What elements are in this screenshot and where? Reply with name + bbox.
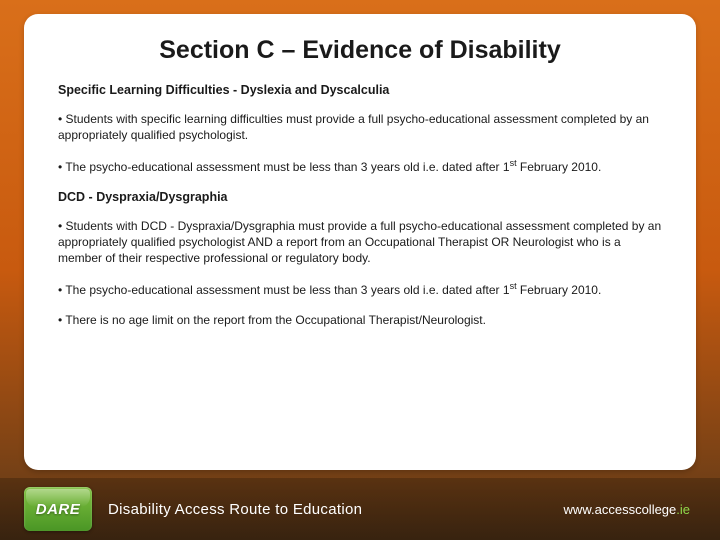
bullet-dcd-3: • There is no age limit on the report fr… <box>58 312 662 328</box>
tagline: Disability Access Route to Education <box>108 501 362 518</box>
sup-st-2: st <box>510 281 517 291</box>
bullet-dcd-1: • Students with DCD - Dyspraxia/Dysgraph… <box>58 218 662 267</box>
footer-bar: DARE Disability Access Route to Educatio… <box>0 478 720 540</box>
subheading-dcd: DCD - Dyspraxia/Dysgraphia <box>58 190 662 204</box>
url-suffix: .ie <box>676 502 690 517</box>
bullet-dcd-2b: February 2010. <box>517 283 602 297</box>
bullet-sld-2a: • The psycho-educational assessment must… <box>58 160 510 174</box>
url-prefix: www. <box>564 502 595 517</box>
footer-url: www.accesscollege.ie <box>564 502 690 517</box>
sup-st-1: st <box>510 158 517 168</box>
bullet-sld-2b: February 2010. <box>517 160 602 174</box>
bullet-dcd-2: • The psycho-educational assessment must… <box>58 280 662 298</box>
dare-logo: DARE <box>24 487 92 531</box>
slide-title: Section C – Evidence of Disability <box>58 36 662 65</box>
url-main: accesscollege <box>595 502 677 517</box>
subheading-sld: Specific Learning Difficulties - Dyslexi… <box>58 83 662 97</box>
content-card: Section C – Evidence of Disability Speci… <box>24 14 696 470</box>
bullet-sld-2: • The psycho-educational assessment must… <box>58 157 662 175</box>
dare-logo-text: DARE <box>36 501 81 518</box>
bullet-sld-1: • Students with specific learning diffic… <box>58 111 662 143</box>
bullet-dcd-2a: • The psycho-educational assessment must… <box>58 283 510 297</box>
